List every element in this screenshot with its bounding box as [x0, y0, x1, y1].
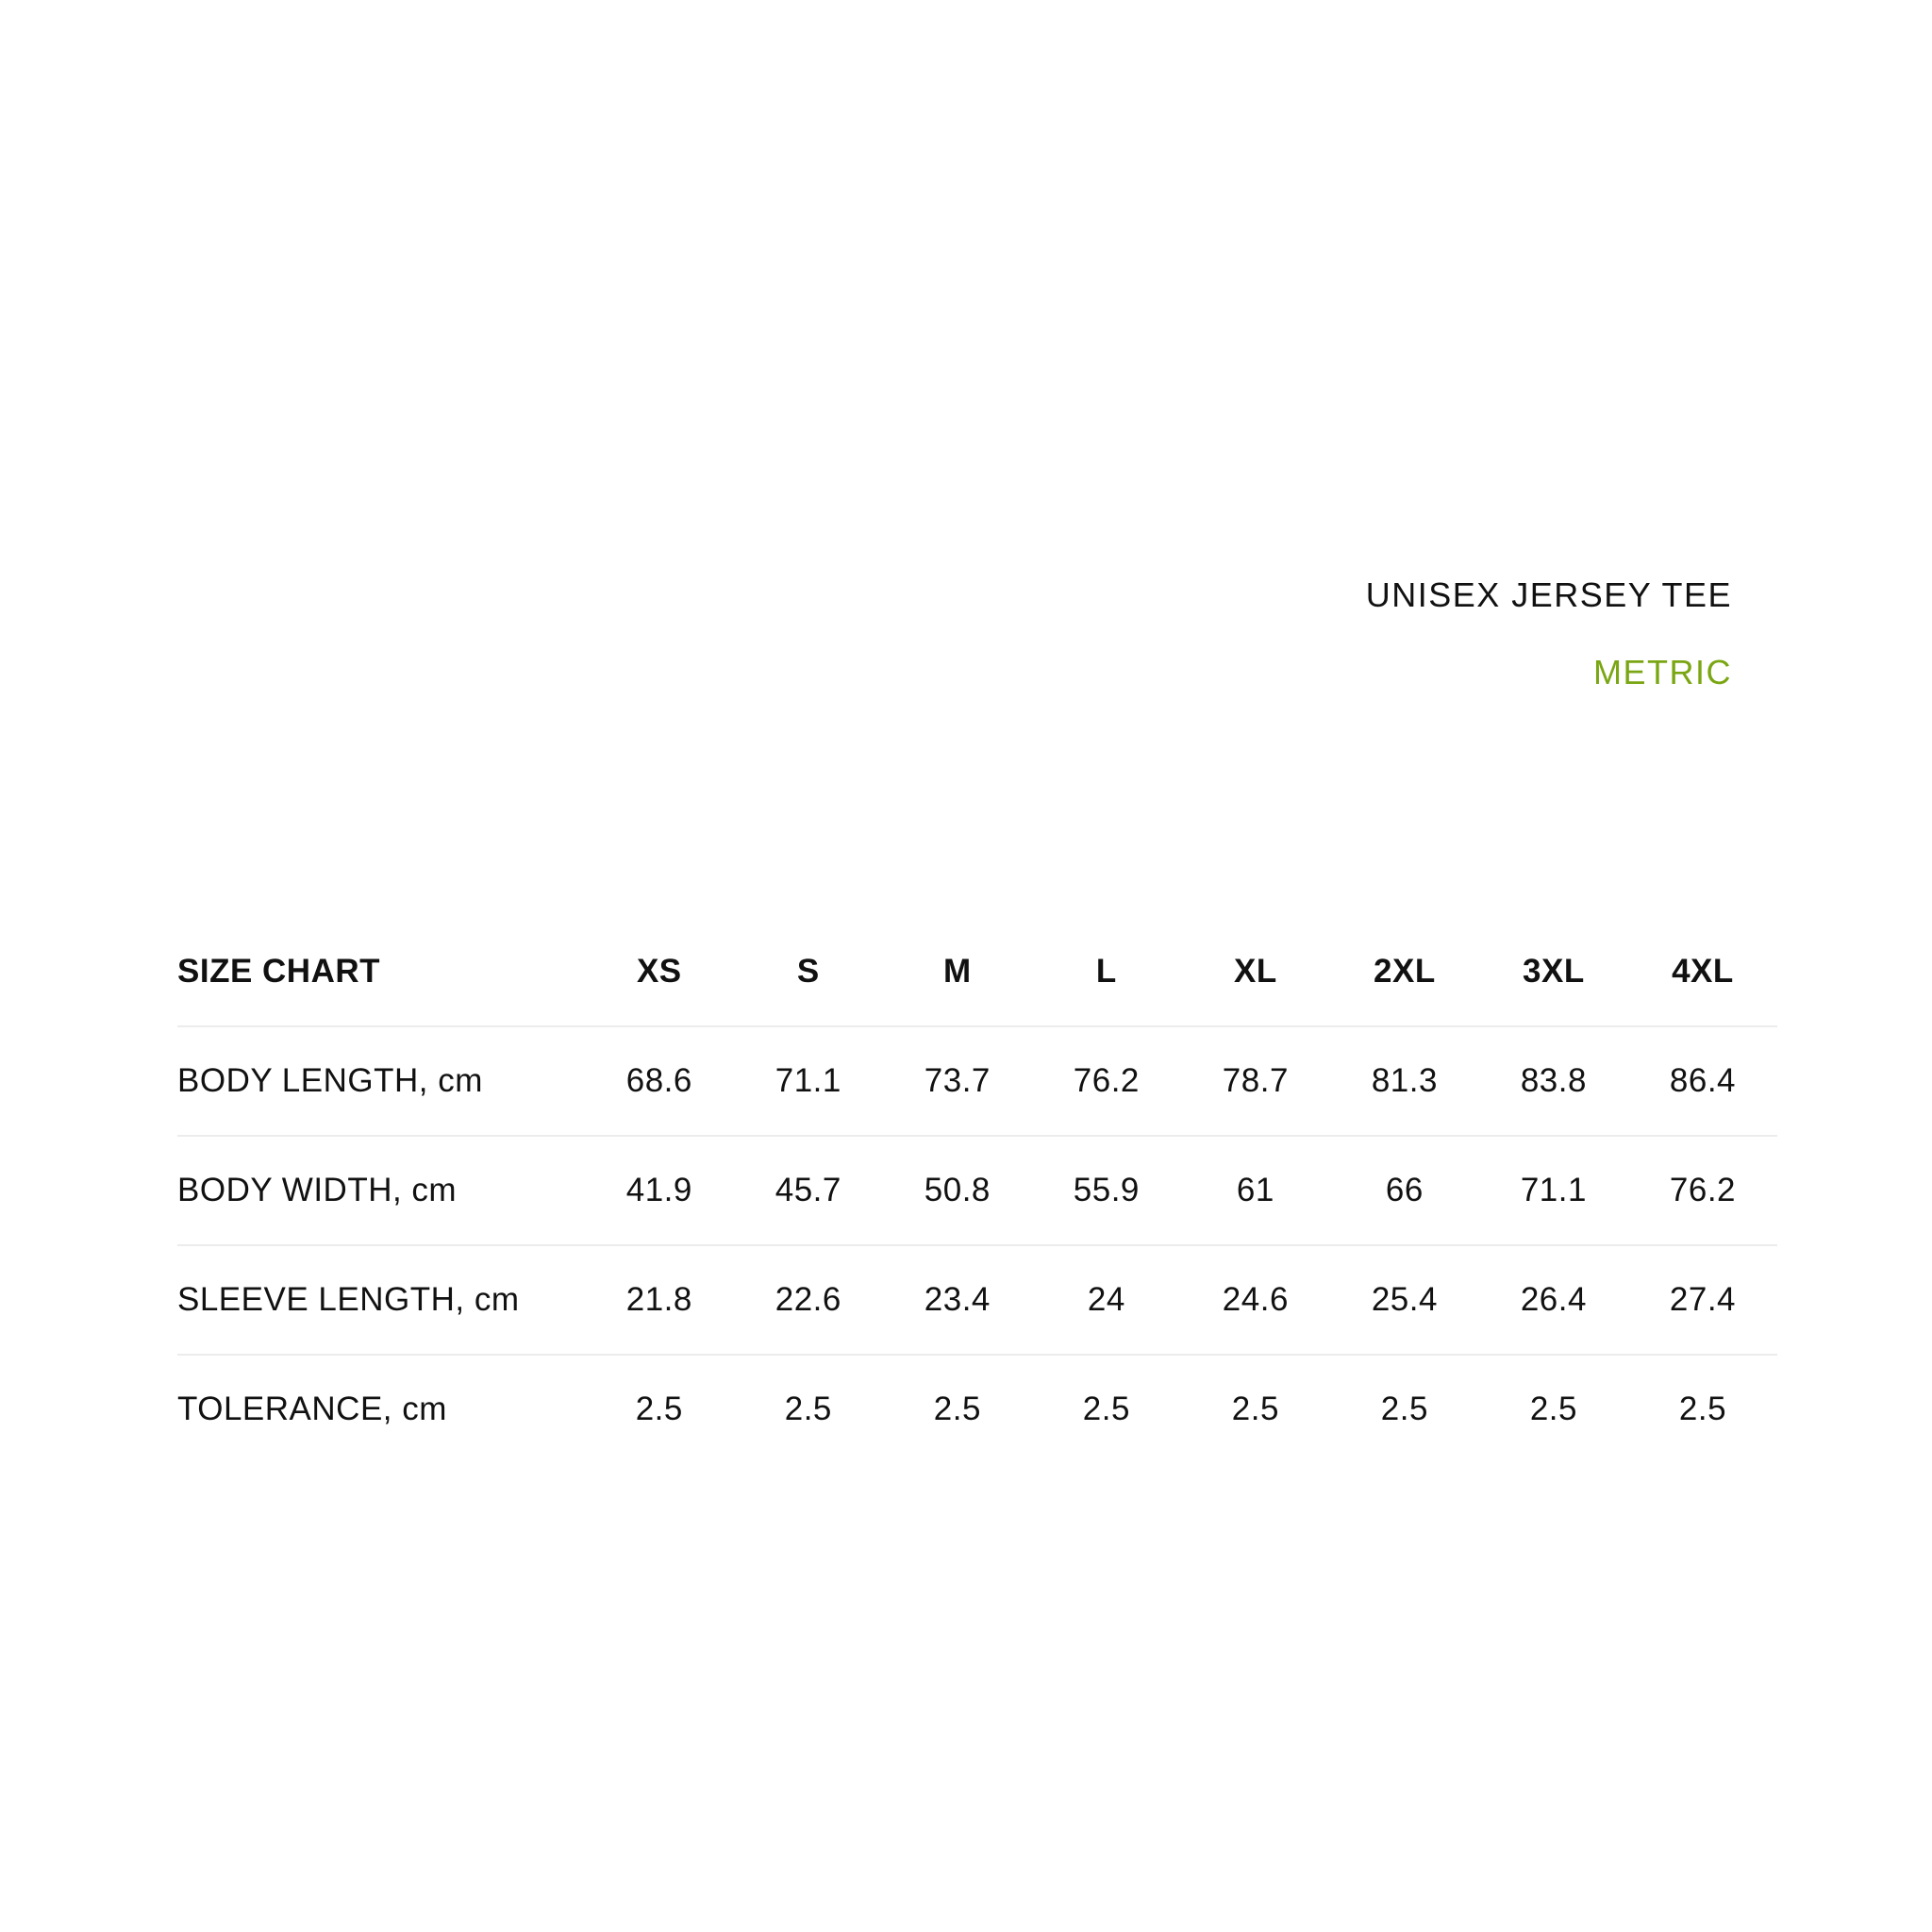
row-label: BODY WIDTH, cm [177, 1135, 585, 1245]
measurement-cell: 24.6 [1180, 1244, 1330, 1355]
measurement-cell: 21.8 [584, 1244, 734, 1355]
measurement-cell: 2.5 [1627, 1354, 1777, 1463]
measurement-cell: 2.5 [584, 1354, 734, 1463]
size-chart-heading: SIZE CHART [177, 953, 380, 990]
measurement-cell: 83.8 [1478, 1025, 1628, 1136]
unit-system-label: METRIC [1593, 653, 1732, 691]
measurement-cell: 2.5 [1478, 1354, 1628, 1463]
measurement-cell: 2.5 [1329, 1354, 1479, 1463]
measurement-cell: 78.7 [1180, 1025, 1330, 1136]
measurement-cell: 71.1 [1478, 1135, 1628, 1245]
size-header-xs: XS [636, 953, 682, 990]
measurement-cell: 2.5 [1031, 1354, 1181, 1463]
table-row: TOLERANCE, cm 2.5 2.5 2.5 2.5 2.5 2.5 2.5 2.5 [177, 1354, 1777, 1463]
measurement-cell: 27.4 [1627, 1244, 1777, 1355]
size-header-3xl: 3XL [1523, 953, 1585, 990]
measurement-cell: 81.3 [1329, 1025, 1479, 1136]
size-header-l: L [1095, 953, 1117, 990]
size-header-2xl: 2XL [1374, 953, 1436, 990]
size-chart-table: SIZE CHART XS S M L XL 2XL 3XL 4XL BODY LENGTH,… [177, 918, 1777, 1463]
measurement-cell: 68.6 [584, 1025, 734, 1136]
measurement-cell: 86.4 [1627, 1025, 1777, 1136]
size-header-m: M [943, 953, 972, 990]
row-label: TOLERANCE, cm [177, 1354, 585, 1463]
size-header-xl: XL [1234, 953, 1277, 990]
row-label: BODY LENGTH, cm [177, 1025, 585, 1136]
size-header-s: S [796, 953, 820, 990]
header-row: SIZE CHART XS S M L XL 2XL 3XL 4XL [177, 918, 1777, 1026]
measurement-cell: 2.5 [882, 1354, 1032, 1463]
measurement-cell: 26.4 [1478, 1244, 1628, 1355]
table-row: BODY WIDTH, cm 41.9 45.7 50.8 55.9 61 66 71.1 76… [177, 1135, 1777, 1245]
size-header-4xl: 4XL [1672, 953, 1734, 990]
measurement-cell: 61 [1180, 1135, 1330, 1245]
measurement-cell: 41.9 [584, 1135, 734, 1245]
product-title: UNISEX JERSEY TEE [1365, 575, 1732, 614]
measurement-cell: 22.6 [733, 1244, 883, 1355]
measurement-cell: 76.2 [1627, 1135, 1777, 1245]
measurement-cell: 2.5 [733, 1354, 883, 1463]
measurement-cell: 45.7 [733, 1135, 883, 1245]
measurement-cell: 71.1 [733, 1025, 883, 1136]
measurement-cell: 23.4 [882, 1244, 1032, 1355]
row-label: SLEEVE LENGTH, cm [177, 1244, 585, 1355]
table-row: BODY LENGTH, cm 68.6 71.1 73.7 76.2 78.7 81.3 8… [177, 1025, 1777, 1136]
measurement-cell: 66 [1329, 1135, 1479, 1245]
measurement-cell: 73.7 [882, 1025, 1032, 1136]
measurement-cell: 55.9 [1031, 1135, 1181, 1245]
measurement-cell: 2.5 [1180, 1354, 1330, 1463]
measurement-cell: 25.4 [1329, 1244, 1479, 1355]
measurement-cell: 76.2 [1031, 1025, 1181, 1136]
measurement-cell: 24 [1031, 1244, 1181, 1355]
table-row: SLEEVE LENGTH, cm 21.8 22.6 23.4 24 24.6 25.4 2… [177, 1244, 1777, 1355]
measurement-cell: 50.8 [882, 1135, 1032, 1245]
